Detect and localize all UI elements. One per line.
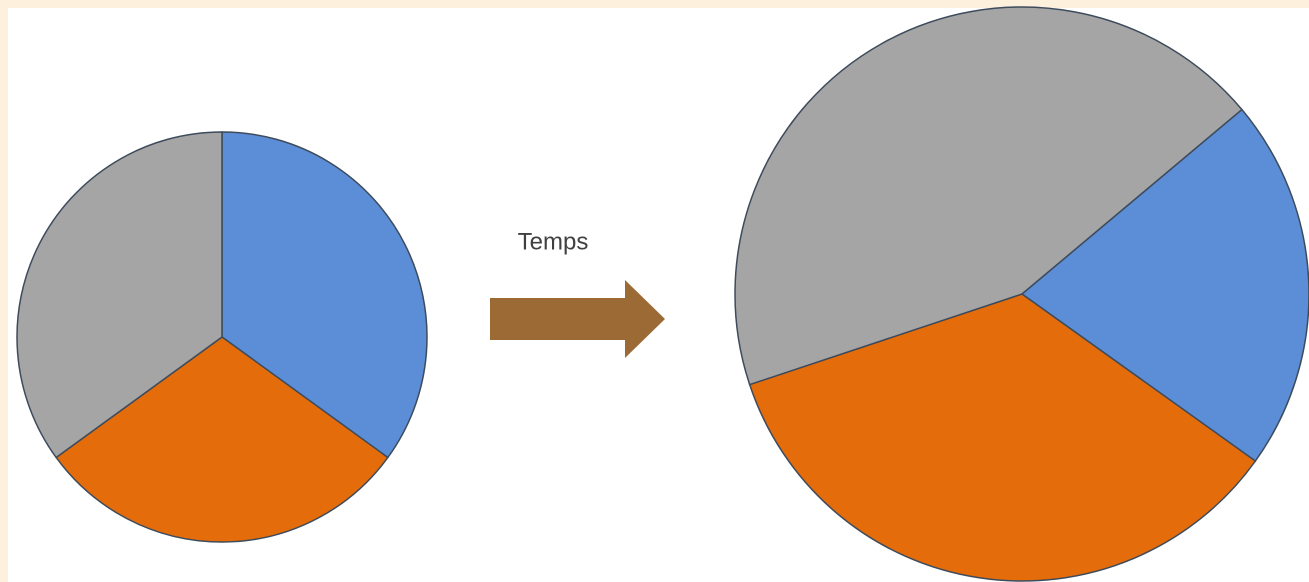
pie-slice [16,131,223,459]
pie-slice [55,336,389,543]
pie-slice [748,293,1257,582]
pie-slice [221,131,428,459]
arrow [490,280,665,358]
arrow-label: Temps [518,228,589,255]
pie-slice [734,6,1243,386]
